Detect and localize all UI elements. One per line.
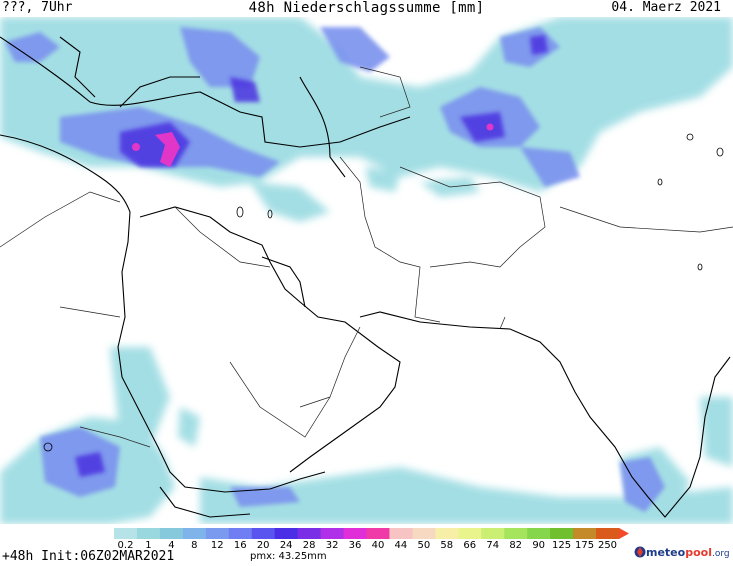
logo-text-meteo: meteo	[646, 546, 686, 559]
init-time-label: +48h Init:06Z02MAR2021	[2, 549, 175, 564]
legend-tick-label: 40	[371, 540, 385, 551]
legend-tick-label: 16	[233, 540, 247, 551]
legend-overflow-arrow	[619, 528, 629, 539]
legend-swatch	[320, 528, 345, 539]
legend-tick-label: 32	[325, 540, 339, 551]
coastlines	[0, 36, 731, 518]
legend-tick-label: 66	[463, 540, 477, 551]
legend-swatch	[504, 528, 528, 539]
logo-text-org: .org	[711, 549, 730, 559]
legend-tick-label: 82	[509, 540, 523, 551]
peak-precip-areas	[132, 123, 494, 167]
legend-swatch	[573, 528, 597, 539]
legend-swatch	[389, 528, 413, 539]
legend-swatch	[136, 528, 161, 539]
legend-tick-label: 8	[191, 540, 198, 551]
legend-tick-label: 24	[279, 540, 293, 551]
precipitation-map	[0, 17, 733, 524]
legend-tick-label: 250	[597, 540, 618, 551]
legend-tick-label: 20	[256, 540, 270, 551]
legend-swatch	[527, 528, 551, 539]
legend-swatch	[458, 528, 482, 539]
legend-swatch	[228, 528, 253, 539]
precip-color-scale	[114, 528, 629, 539]
legend-swatch	[251, 528, 276, 539]
legend-swatch	[435, 528, 459, 539]
legend-tick-label: 58	[440, 540, 454, 551]
map-title: 48h Niederschlagssumme [mm]	[248, 0, 485, 16]
forecast-date: 04. Maerz 2021	[611, 0, 721, 15]
legend-swatch	[205, 528, 230, 539]
legend-tick-label: 12	[210, 540, 224, 551]
legend-tick-label: 1	[145, 540, 152, 551]
max-precip-label: pmx: 43.25mm	[250, 551, 327, 562]
legend-swatch	[182, 528, 207, 539]
legend-tick-label: 36	[348, 540, 362, 551]
moderate-precip-areas	[5, 27, 665, 512]
legend-swatch	[481, 528, 505, 539]
legend-tick-label: 50	[417, 540, 431, 551]
legend-swatch	[114, 528, 138, 539]
legend-tick-label: 28	[302, 540, 316, 551]
forecast-time-label: ???, 7Uhr	[2, 0, 73, 15]
legend-swatch	[366, 528, 390, 539]
islands	[43, 133, 724, 452]
legend-swatch	[297, 528, 322, 539]
legend-tick-label: 90	[532, 540, 546, 551]
country-borders	[0, 66, 733, 448]
meteopool-logo[interactable]: meteopool.org	[634, 546, 733, 564]
legend-swatch	[550, 528, 574, 539]
legend-swatch	[274, 528, 299, 539]
legend-tick-label: 44	[394, 540, 408, 551]
legend-swatch	[159, 528, 184, 539]
legend-tick-label: 4	[168, 540, 175, 551]
logo-text-pool: pool	[685, 546, 712, 559]
legend-swatch	[596, 528, 620, 539]
legend-tick-label: 125	[552, 540, 572, 551]
logo-icon	[634, 546, 646, 558]
legend-swatch	[343, 528, 367, 539]
legend-tick-label: 175	[575, 540, 595, 551]
legend-tick-label: 74	[486, 540, 500, 551]
legend-tick-label: 0.2	[117, 540, 134, 551]
legend-swatch	[412, 528, 436, 539]
